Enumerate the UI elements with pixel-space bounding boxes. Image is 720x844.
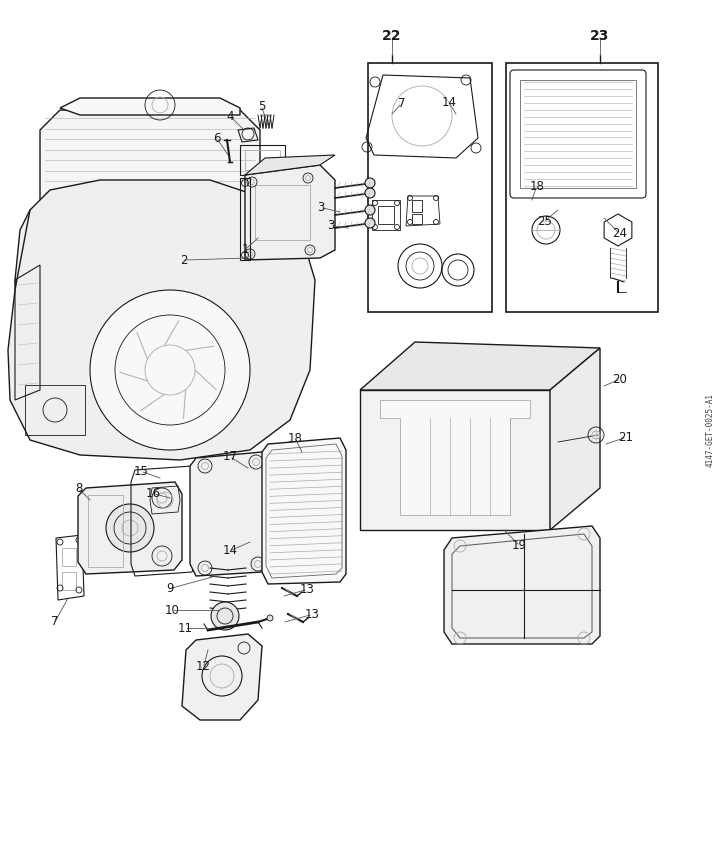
Polygon shape xyxy=(245,165,335,260)
Text: 23: 23 xyxy=(590,29,610,43)
Text: 11: 11 xyxy=(178,621,192,635)
Text: 9: 9 xyxy=(166,582,174,595)
Polygon shape xyxy=(550,348,600,530)
Text: 16: 16 xyxy=(145,487,161,500)
Text: 14: 14 xyxy=(441,95,456,109)
Circle shape xyxy=(211,602,239,630)
Bar xyxy=(25,385,85,435)
Text: 17: 17 xyxy=(222,451,238,463)
Text: 7: 7 xyxy=(397,97,405,110)
Bar xyxy=(378,206,394,224)
Text: 18: 18 xyxy=(529,180,544,192)
Text: 15: 15 xyxy=(134,465,148,478)
Text: 13: 13 xyxy=(305,608,320,621)
Bar xyxy=(412,200,422,212)
Bar xyxy=(88,495,123,567)
Polygon shape xyxy=(360,342,600,390)
Text: 20: 20 xyxy=(613,373,627,386)
Text: 3: 3 xyxy=(328,219,335,232)
Circle shape xyxy=(365,178,375,188)
Text: 7: 7 xyxy=(51,615,59,628)
Text: 8: 8 xyxy=(75,482,82,495)
Text: 1: 1 xyxy=(242,243,249,256)
Circle shape xyxy=(90,290,250,450)
Text: 10: 10 xyxy=(165,603,179,616)
Bar xyxy=(520,80,636,188)
Bar xyxy=(255,185,310,240)
Polygon shape xyxy=(78,482,182,574)
Polygon shape xyxy=(8,180,315,460)
Polygon shape xyxy=(262,438,346,584)
Text: 12: 12 xyxy=(196,661,211,674)
Bar xyxy=(245,150,280,170)
Polygon shape xyxy=(380,400,530,515)
Circle shape xyxy=(365,205,375,215)
Polygon shape xyxy=(182,634,262,720)
Text: 19: 19 xyxy=(512,539,527,552)
Text: 24: 24 xyxy=(612,227,627,240)
Bar xyxy=(506,63,658,312)
Polygon shape xyxy=(360,390,550,530)
Polygon shape xyxy=(444,526,600,644)
Polygon shape xyxy=(245,155,335,175)
Text: 4: 4 xyxy=(227,110,234,123)
Text: 6: 6 xyxy=(213,132,220,145)
Text: 13: 13 xyxy=(300,583,315,596)
Text: 18: 18 xyxy=(288,432,302,445)
Polygon shape xyxy=(60,98,240,115)
Polygon shape xyxy=(190,452,268,576)
Bar xyxy=(62,572,76,590)
Polygon shape xyxy=(40,110,260,210)
Bar xyxy=(412,214,422,224)
Text: 4147-GET-0025-A1: 4147-GET-0025-A1 xyxy=(706,393,714,467)
Bar xyxy=(368,63,492,312)
Circle shape xyxy=(365,188,375,198)
Text: 25: 25 xyxy=(537,214,552,228)
Text: 5: 5 xyxy=(258,100,265,112)
Circle shape xyxy=(106,504,154,552)
Circle shape xyxy=(267,615,273,621)
Text: 22: 22 xyxy=(382,29,402,43)
Text: 14: 14 xyxy=(222,544,238,557)
Text: 21: 21 xyxy=(618,431,634,444)
Bar xyxy=(62,548,76,566)
Circle shape xyxy=(365,218,375,228)
Text: 3: 3 xyxy=(318,201,325,214)
Polygon shape xyxy=(15,210,280,380)
Text: 2: 2 xyxy=(180,253,188,267)
